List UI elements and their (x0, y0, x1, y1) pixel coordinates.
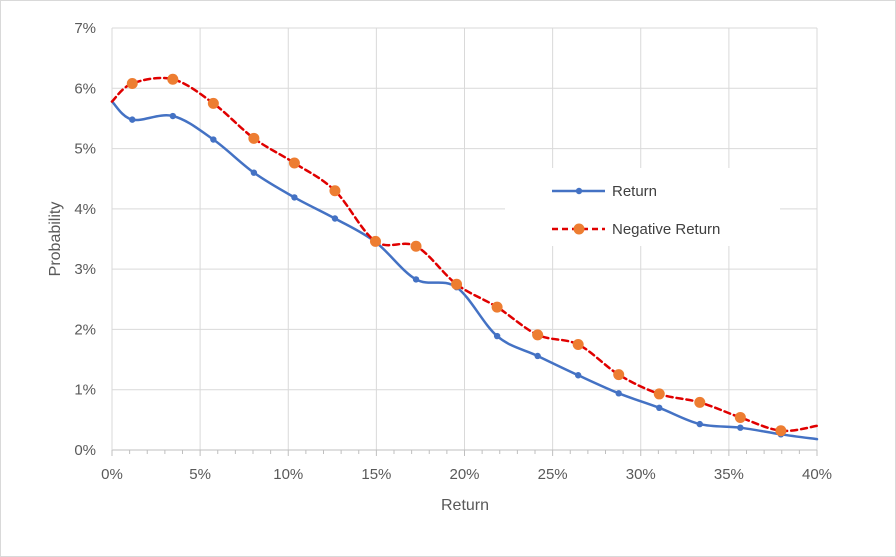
data-point-return (696, 420, 703, 428)
legend: Return Negative Return (552, 183, 720, 238)
y-tick-label: 7% (74, 20, 96, 37)
legend-marker-return (575, 187, 583, 195)
data-point-return (493, 332, 501, 340)
data-point-negative-return (248, 132, 260, 144)
data-point-negative-return (126, 77, 138, 89)
data-point-negative-return (329, 185, 341, 197)
legend-marker-negative-return (573, 223, 585, 235)
data-point-negative-return (613, 369, 625, 381)
x-tick-label: 15% (361, 466, 391, 483)
x-tick-label: 35% (714, 466, 744, 483)
data-point-return (574, 372, 582, 379)
x-tick-label: 30% (626, 466, 656, 483)
axes (111, 28, 818, 456)
data-point-return (210, 136, 217, 143)
y-axis-title: Probability (47, 202, 64, 277)
x-tick-label: 10% (273, 466, 303, 483)
data-point-negative-return (532, 329, 544, 341)
data-point-return (250, 169, 258, 176)
data-point-negative-return (167, 73, 179, 85)
data-point-return (656, 404, 663, 411)
legend-label-return: Return (612, 183, 657, 200)
legend-label-negative-return: Negative Return (612, 221, 720, 238)
data-point-return (412, 276, 420, 283)
y-tick-label: 2% (74, 321, 96, 338)
x-axis-title: Return (441, 497, 489, 514)
y-tick-label: 5% (74, 141, 96, 158)
data-point-return (331, 215, 339, 222)
data-point-negative-return (451, 278, 463, 290)
data-point-negative-return (207, 97, 219, 109)
y-tick-label: 6% (74, 80, 96, 97)
data-point-negative-return (369, 235, 381, 247)
y-tick-label: 0% (74, 442, 96, 459)
data-point-return (615, 390, 622, 397)
data-point-return (291, 194, 298, 201)
data-point-negative-return (410, 240, 422, 252)
y-tick-label: 4% (74, 201, 96, 218)
data-point-return (737, 424, 744, 431)
data-point-negative-return (734, 411, 746, 423)
y-tick-labels: 0% 1% 2% 3% 4% 5% 6% 7% (74, 20, 96, 459)
data-point-negative-return (572, 339, 584, 350)
series-group (110, 73, 819, 441)
data-point-return (129, 116, 136, 123)
y-tick-label: 3% (74, 261, 96, 278)
data-point-negative-return (491, 301, 503, 313)
data-point-return (534, 352, 541, 360)
data-point-negative-return (775, 425, 787, 437)
x-tick-labels: 0% 5% 10% 15% 20% 25% 30% 35% 40% (101, 466, 832, 483)
x-tick-label: 40% (802, 466, 832, 483)
x-tick-label: 5% (189, 466, 211, 483)
y-tick-label: 1% (74, 382, 96, 399)
data-point-return (169, 112, 177, 120)
x-tick-label: 20% (449, 466, 479, 483)
legend-background (505, 168, 780, 246)
data-point-negative-return (288, 157, 300, 169)
data-point-negative-return (653, 388, 665, 400)
data-point-negative-return (694, 396, 706, 408)
x-tick-label: 0% (101, 466, 123, 483)
x-tick-label: 25% (538, 466, 568, 483)
